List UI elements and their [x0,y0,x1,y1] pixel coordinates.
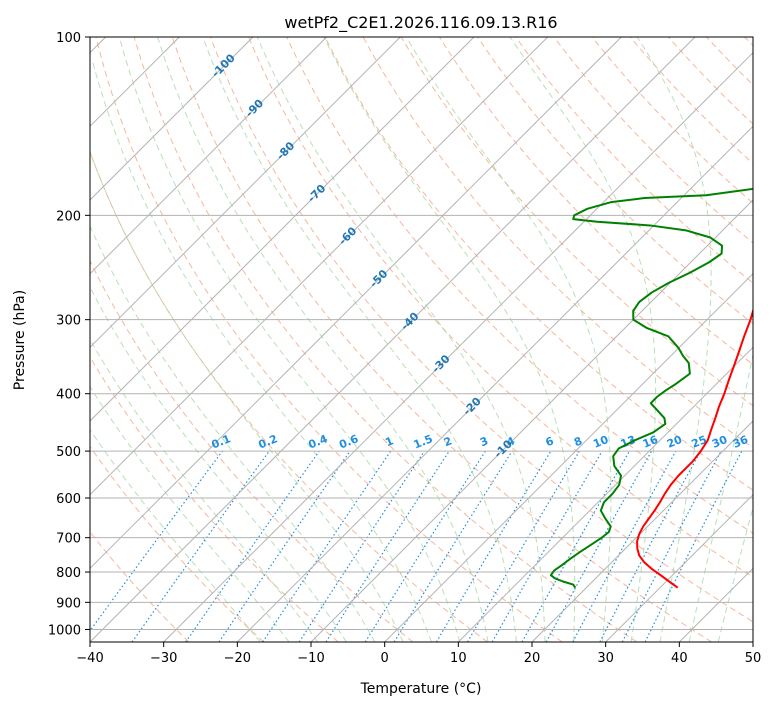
y-axis-label: Pressure (hPa) [12,290,28,390]
x-tick-label: 20 [524,651,541,666]
x-tick-label: −10 [297,651,324,666]
chart-title: wetPf2_C2E1.2026.116.09.13.R16 [284,13,557,33]
x-tick-label: −40 [76,651,103,666]
y-tick-label: 1000 [48,623,81,638]
y-tick-label: 300 [56,314,81,329]
x-tick-label: 0 [381,651,389,666]
y-tick-label: 600 [56,492,81,507]
y-tick-label: 100 [56,31,81,46]
x-tick-label: −20 [224,651,251,666]
y-tick-label: 400 [56,388,81,403]
x-tick-label: −30 [150,651,177,666]
y-tick-label: 900 [56,596,81,611]
y-tick-label: 200 [56,209,81,224]
y-tick-label: 500 [56,445,81,460]
x-tick-label: 30 [597,651,614,666]
y-tick-label: 800 [56,566,81,581]
x-tick-label: 50 [745,651,762,666]
x-tick-label: 10 [450,651,467,666]
x-axis-label: Temperature (°C) [360,681,482,697]
x-tick-label: 40 [671,651,688,666]
y-tick-label: 700 [56,532,81,547]
